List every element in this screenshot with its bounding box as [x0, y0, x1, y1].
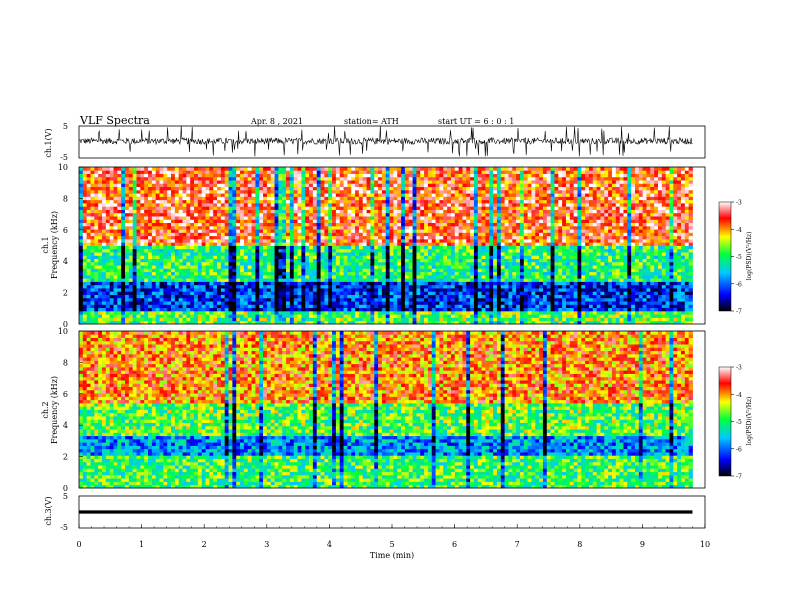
ch1-colorbar: -3 -4 -5 -6 -7 log(PSD)(V²/Hz) — [718, 200, 753, 316]
ch1-ytick-label: 2 — [63, 289, 68, 298]
x-tick-label: 3 — [264, 540, 269, 549]
ch1-channel-label: ch.1 — [41, 236, 50, 253]
ch1-ytick-label: 10 — [58, 163, 68, 172]
x-axis-label: Time (min) — [370, 551, 414, 560]
ch2-ytick-label: 6 — [63, 390, 68, 399]
ch2-ytick-label: 10 — [58, 327, 68, 336]
ch1-cbar-tick-label: -6 — [736, 281, 742, 288]
ch1-freq-ylabel: Frequency (kHz) — [50, 211, 59, 279]
ch2-cbar-tick-label: -5 — [736, 419, 742, 426]
ch1-ytick-label: 8 — [63, 194, 68, 203]
ch2-ytick-label: 2 — [63, 453, 68, 462]
ch2-cbar-tick-label: -7 — [736, 474, 742, 481]
ch1-ytick-label: 6 — [63, 226, 68, 235]
ch1-waveform-panel: ch.1(V) 5 -5 — [44, 122, 706, 162]
ch3-ylabel: ch.3(V) — [44, 496, 53, 525]
ch1-cbar-tick-label: -4 — [736, 227, 742, 234]
ch1-spectrogram-panel: ch.1 Frequency (kHz) 0 2 4 6 8 10 — [41, 163, 706, 329]
ch1-waveform-frame — [78, 125, 706, 159]
x-tick-label: 9 — [640, 540, 645, 549]
x-tick-label: 4 — [327, 540, 332, 549]
ch2-spectrogram-panel: ch.2 Frequency (kHz) 0 2 4 6 8 10 — [41, 327, 706, 493]
ch1-ylabel: ch.1(V) — [44, 128, 53, 157]
ch2-spectrogram-frame — [78, 330, 706, 489]
station-label: station= ATH — [344, 117, 399, 126]
x-tick-label: 1 — [139, 540, 144, 549]
ch3-ytick-top: 5 — [63, 492, 68, 501]
ch1-colorbar-label: log(PSD)(V²/Hz) — [746, 232, 753, 281]
ch1-ytick-bottom: -5 — [60, 153, 68, 162]
ch1-colorbar-gradient — [718, 201, 732, 312]
x-tick-label: 0 — [76, 540, 81, 549]
x-tick-label: 7 — [515, 540, 520, 549]
ch2-freq-ylabel: Frequency (kHz) — [50, 376, 59, 444]
ch1-ytick-label: 0 — [63, 320, 68, 329]
ch2-ytick-label: 0 — [63, 484, 68, 493]
ch1-cbar-tick-label: -7 — [736, 309, 742, 316]
date-label: Apr. 8 , 2021 — [250, 117, 303, 126]
ch2-ytick-label: 4 — [63, 421, 68, 430]
x-tick-label: 10 — [700, 540, 710, 549]
x-tick-label: 8 — [577, 540, 582, 549]
ch2-colorbar-label: log(PSD)(V²/Hz) — [746, 397, 753, 446]
ch1-cbar-tick-label: -3 — [736, 200, 742, 207]
x-tick-label: 6 — [452, 540, 457, 549]
ch1-spectrogram-image — [79, 167, 693, 325]
ch2-spectrogram-image — [79, 331, 693, 489]
ch2-ytick-label: 8 — [63, 358, 68, 367]
ch1-ytick-label: 4 — [63, 257, 68, 266]
ch1-cbar-tick-label: -5 — [736, 254, 742, 261]
ch3-waveform-panel: ch.3(V) 5 -5 0 1 2 3 4 5 6 7 8 9 10 Time (min) — [44, 492, 710, 560]
start-time-label: start UT = 6 : 0 : 1 — [438, 117, 514, 126]
ch1-ytick-top: 5 — [63, 122, 68, 131]
x-tick-label: 5 — [389, 540, 394, 549]
ch2-cbar-tick-label: -4 — [736, 392, 742, 399]
ch1-waveform-line — [78, 125, 693, 157]
ch3-ytick-bottom: -5 — [60, 523, 68, 532]
ch1-spectrogram-frame — [78, 166, 706, 325]
ch2-cbar-tick-label: -3 — [736, 365, 742, 372]
ch2-colorbar: -3 -4 -5 -6 -7 log(PSD)(V²/Hz) — [718, 365, 753, 481]
ch2-cbar-tick-label: -6 — [736, 446, 742, 453]
figure-title: VLF Spectra — [79, 114, 150, 127]
x-tick-label: 2 — [202, 540, 207, 549]
ch2-channel-label: ch.2 — [41, 401, 50, 418]
ch2-colorbar-gradient — [718, 366, 732, 477]
